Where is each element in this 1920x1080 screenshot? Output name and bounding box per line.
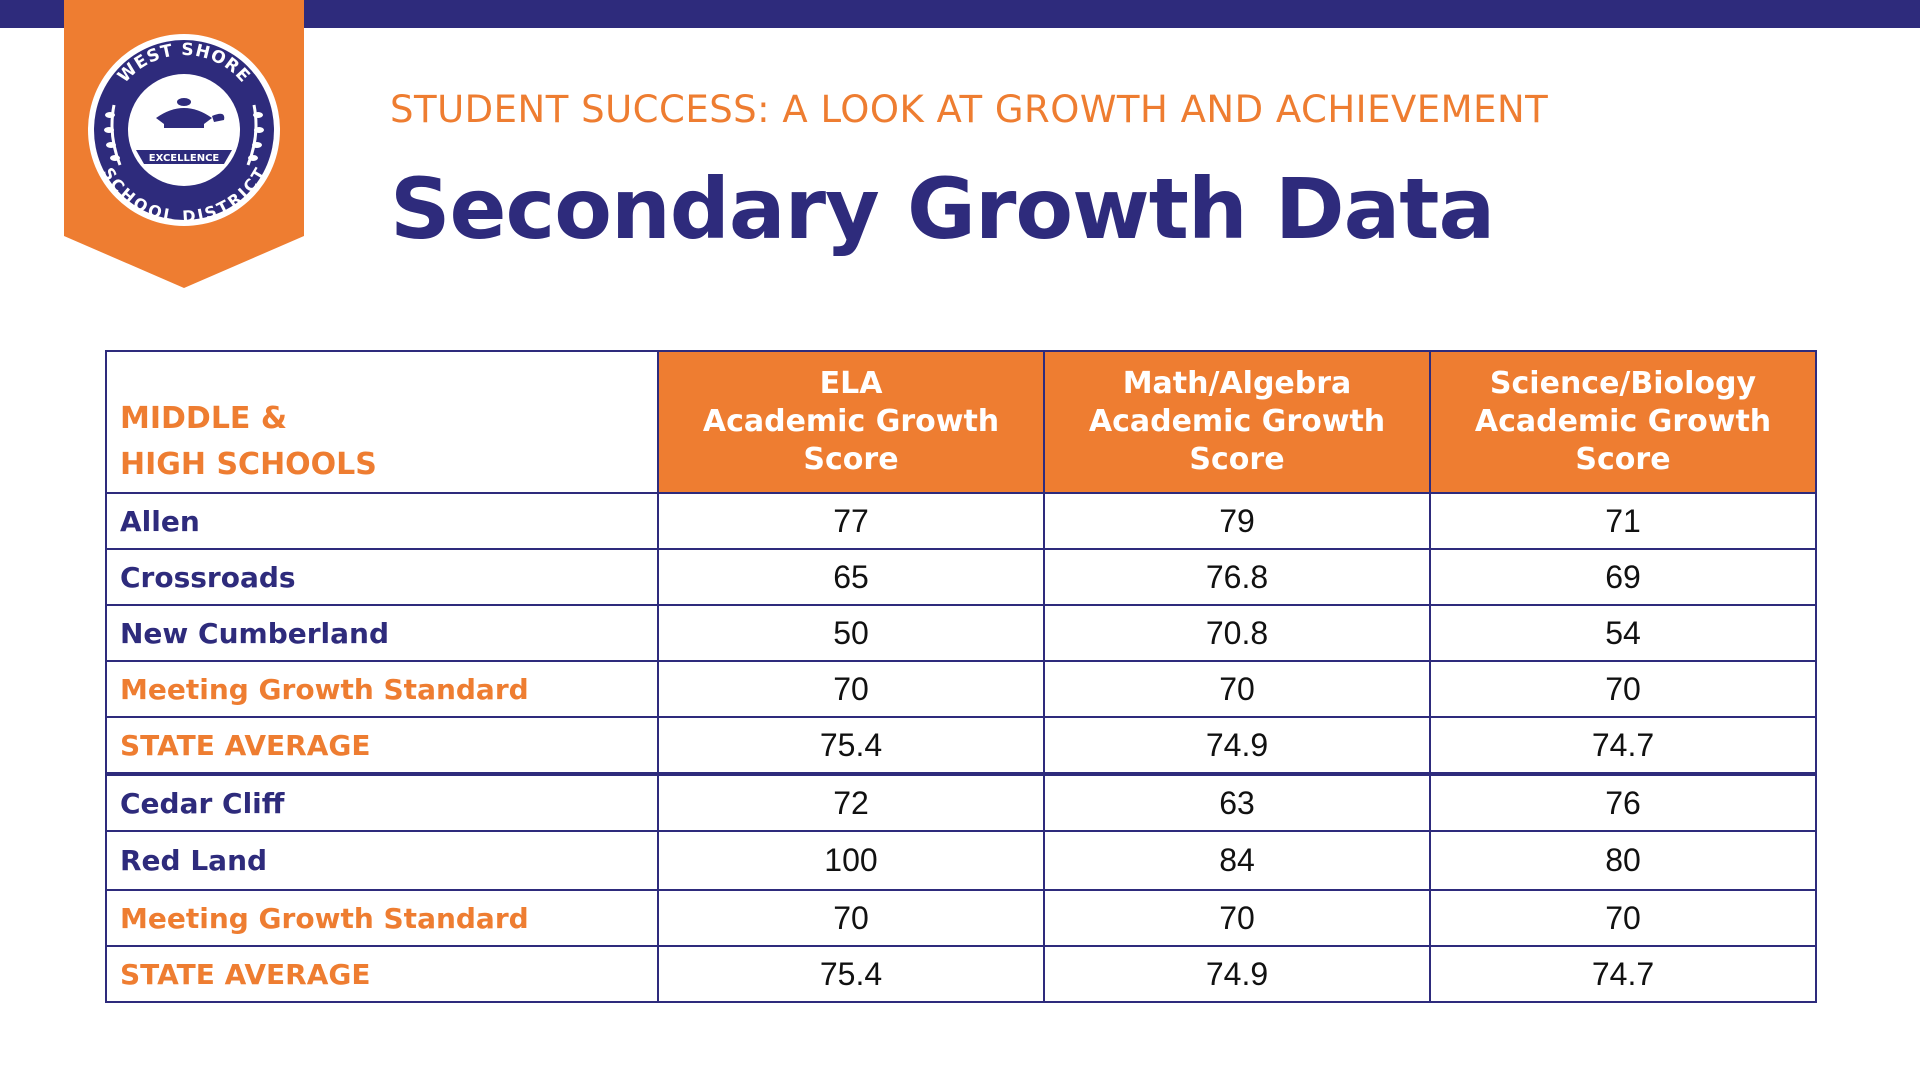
ela-score: 70: [657, 889, 1045, 947]
science-score: 74.7: [1429, 716, 1817, 776]
column-header-ela: ELA Academic Growth Score: [657, 350, 1045, 494]
column-header-line: ELA: [819, 366, 883, 401]
row-label: Cedar Cliff: [105, 773, 659, 832]
ela-score: 77: [657, 492, 1045, 550]
row-label: New Cumberland: [105, 604, 659, 662]
table-row-standard: Meeting Growth Standard 70 70 70: [105, 889, 1817, 947]
column-header-line: Score: [1575, 442, 1671, 477]
math-score: 74.9: [1043, 945, 1431, 1003]
column-header-line: Score: [803, 442, 899, 477]
row-label: Meeting Growth Standard: [105, 660, 659, 718]
table-row: New Cumberland 50 70.8 54: [105, 604, 1817, 662]
page-title: Secondary Growth Data: [390, 160, 1495, 258]
science-score: 71: [1429, 492, 1817, 550]
svg-text:EXCELLENCE: EXCELLENCE: [149, 153, 220, 164]
corner-line-2: HIGH SCHOOLS: [120, 447, 377, 482]
science-score: 76: [1429, 773, 1817, 832]
column-header-math: Math/Algebra Academic Growth Score: [1043, 350, 1431, 494]
growth-data-table: MIDDLE & HIGH SCHOOLS ELA Academic Growt…: [105, 350, 1817, 1003]
column-header-science: Science/Biology Academic Growth Score: [1429, 350, 1817, 494]
column-header-line: Math/Algebra: [1122, 366, 1352, 401]
science-score: 70: [1429, 889, 1817, 947]
math-score: 76.8: [1043, 548, 1431, 606]
row-label: Meeting Growth Standard: [105, 889, 659, 947]
district-logo-badge: WEST SHORE SCHOOL DISTRICT EXCELLENCE: [64, 0, 304, 290]
column-header-line: Academic Growth: [702, 404, 1000, 439]
science-score: 74.7: [1429, 945, 1817, 1003]
science-score: 69: [1429, 548, 1817, 606]
column-header-line: Science/Biology: [1489, 366, 1757, 401]
math-score: 70.8: [1043, 604, 1431, 662]
math-score: 70: [1043, 889, 1431, 947]
ela-score: 70: [657, 660, 1045, 718]
math-score: 63: [1043, 773, 1431, 832]
row-header-label: MIDDLE & HIGH SCHOOLS: [105, 350, 659, 494]
district-seal-icon: WEST SHORE SCHOOL DISTRICT EXCELLENCE: [64, 0, 304, 288]
ela-score: 75.4: [657, 945, 1045, 1003]
row-label: Crossroads: [105, 548, 659, 606]
math-score: 70: [1043, 660, 1431, 718]
ela-score: 50: [657, 604, 1045, 662]
corner-line-1: MIDDLE &: [120, 401, 288, 436]
ela-score: 65: [657, 548, 1045, 606]
table-row-standard: Meeting Growth Standard 70 70 70: [105, 660, 1817, 718]
math-score: 79: [1043, 492, 1431, 550]
table-row-state-average: STATE AVERAGE 75.4 74.9 74.7: [105, 716, 1817, 776]
top-accent-bar: [0, 0, 1920, 28]
table-row-state-average: STATE AVERAGE 75.4 74.9 74.7: [105, 945, 1817, 1003]
row-label: Red Land: [105, 830, 659, 891]
table-row: Red Land 100 84 80: [105, 830, 1817, 891]
ela-score: 75.4: [657, 716, 1045, 776]
math-score: 74.9: [1043, 716, 1431, 776]
column-header-line: Score: [1189, 442, 1285, 477]
science-score: 70: [1429, 660, 1817, 718]
table-row: Allen 77 79 71: [105, 492, 1817, 550]
science-score: 54: [1429, 604, 1817, 662]
ela-score: 100: [657, 830, 1045, 891]
ela-score: 72: [657, 773, 1045, 832]
table-header-row: MIDDLE & HIGH SCHOOLS ELA Academic Growt…: [105, 350, 1817, 494]
column-header-line: Academic Growth: [1088, 404, 1386, 439]
row-label: Allen: [105, 492, 659, 550]
math-score: 84: [1043, 830, 1431, 891]
row-label: STATE AVERAGE: [105, 945, 659, 1003]
table-row: Cedar Cliff 72 63 76: [105, 773, 1817, 832]
page-subtitle: STUDENT SUCCESS: A LOOK AT GROWTH AND AC…: [390, 88, 1549, 131]
science-score: 80: [1429, 830, 1817, 891]
table-row: Crossroads 65 76.8 69: [105, 548, 1817, 606]
row-label: STATE AVERAGE: [105, 716, 659, 776]
column-header-line: Academic Growth: [1474, 404, 1772, 439]
